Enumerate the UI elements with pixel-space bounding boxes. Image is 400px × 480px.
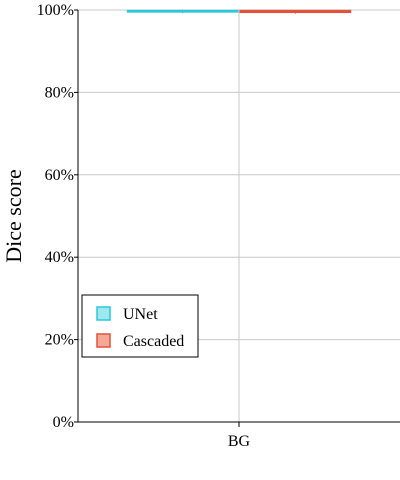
y-tick-label: 20% [45, 332, 74, 349]
box-unet [126, 9, 239, 14]
legend-swatch-unet [96, 306, 111, 321]
legend-label-unet: UNet [123, 306, 158, 323]
grid-lines [78, 9, 400, 422]
legend-swatch-cascaded [96, 333, 111, 348]
x-tick-labels: BG [228, 422, 251, 450]
legend: UNet Cascaded [81, 294, 199, 358]
y-tick-label: 100% [37, 2, 74, 19]
y-axis-label: Dice score [1, 169, 26, 262]
box-plots [126, 9, 352, 14]
box-cascaded [239, 9, 352, 14]
y-tick-label: 60% [45, 167, 74, 184]
legend-label-cascaded: Cascaded [123, 333, 184, 350]
y-tick-label: 0% [53, 414, 74, 431]
y-tick-label: 80% [45, 84, 74, 101]
y-tick-labels: 0% 20% 40% 60% 80% 100% [37, 2, 78, 431]
y-tick-label: 40% [45, 249, 74, 266]
x-tick-label: BG [228, 433, 251, 450]
